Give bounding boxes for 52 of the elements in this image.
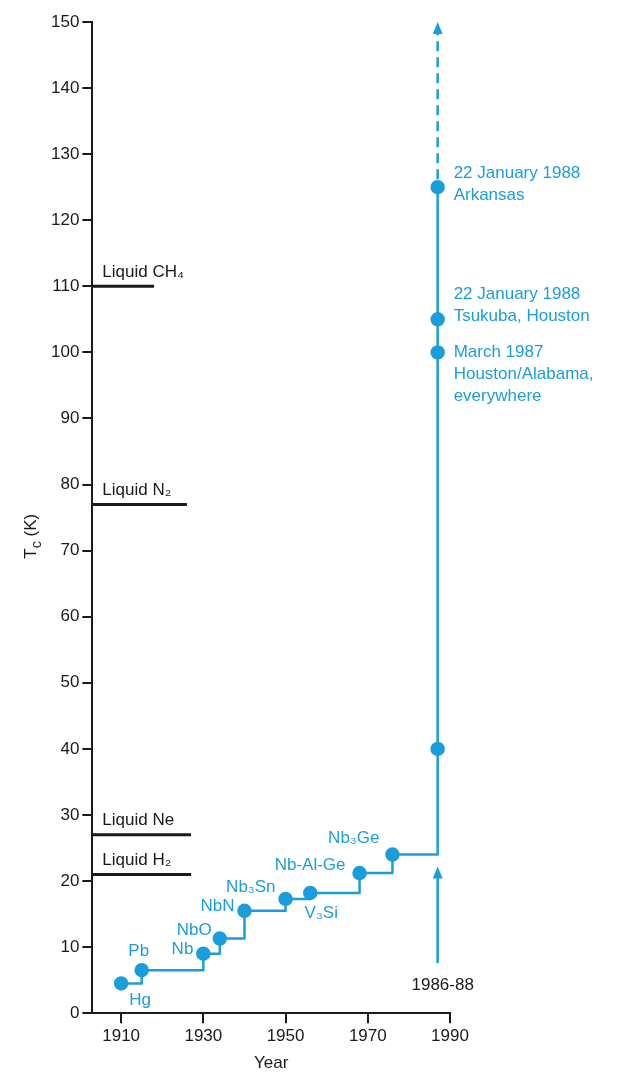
annotation: NbN: [200, 896, 235, 916]
annotation: NbO: [176, 920, 212, 940]
point: [385, 847, 400, 862]
point: [113, 976, 129, 991]
annotation: Nb: [171, 939, 194, 959]
point: [196, 946, 211, 961]
point: [278, 891, 293, 907]
y-tick-label: 20: [60, 870, 80, 890]
x-tick-label: 1970: [348, 1026, 387, 1046]
x-axis-title: Year: [254, 1053, 289, 1073]
y-tick-label: 50: [60, 672, 80, 692]
series-label: Liquid H₂: [102, 850, 172, 870]
legend-label: Liquid N₂: [102, 480, 172, 500]
annotation: Hg: [129, 990, 151, 1010]
annotation: V₃Si: [304, 902, 338, 922]
y-tick-label: 0: [69, 1002, 80, 1022]
point: [302, 885, 318, 901]
y-tick-label: 100: [50, 342, 80, 362]
annotation: 1986-88: [411, 974, 474, 994]
y-tick-label: 90: [60, 408, 80, 428]
series-label: Liquid CH₄: [102, 262, 185, 282]
annotation: Nb₃Sn: [226, 876, 276, 896]
y-tick-label: 80: [60, 474, 80, 494]
y-tick-label: 150: [50, 11, 80, 31]
y-tick-label: 140: [50, 77, 80, 97]
y-tick-label: 70: [60, 540, 80, 560]
annotation: Pb: [128, 940, 150, 960]
x-tick-label: 1990: [431, 1026, 469, 1046]
point: [430, 179, 445, 195]
point: [212, 931, 228, 946]
point: [237, 903, 252, 919]
y-tick-label: 10: [60, 936, 80, 956]
annotation: Nb-Al-Ge: [274, 854, 346, 874]
point: [352, 865, 367, 881]
y-tick-label: 130: [50, 143, 80, 163]
annotation: 22 January 1988 Tsukuba, Houston: [453, 284, 590, 326]
point: [430, 345, 445, 360]
y-tick-label: 30: [60, 804, 80, 824]
x-tick-label: 1950: [266, 1026, 305, 1046]
y-tick-label: 60: [60, 606, 80, 626]
x-tick-label: 1930: [184, 1026, 223, 1046]
y-tick-label: 40: [60, 738, 80, 758]
point: [430, 741, 445, 757]
y-tick-label: 120: [50, 209, 80, 229]
point: [134, 963, 149, 978]
annotation: March 1987 Houston/Alabama, everywhere: [453, 342, 594, 406]
legend-label: Liquid Ne: [102, 810, 175, 830]
x-tick-label: 1910: [102, 1026, 141, 1046]
annotation: Nb₃Ge: [328, 828, 380, 848]
y-tick-label: 110: [52, 276, 80, 296]
annotation: 22 January 1988 Arkansas: [453, 162, 581, 204]
point: [430, 312, 445, 327]
